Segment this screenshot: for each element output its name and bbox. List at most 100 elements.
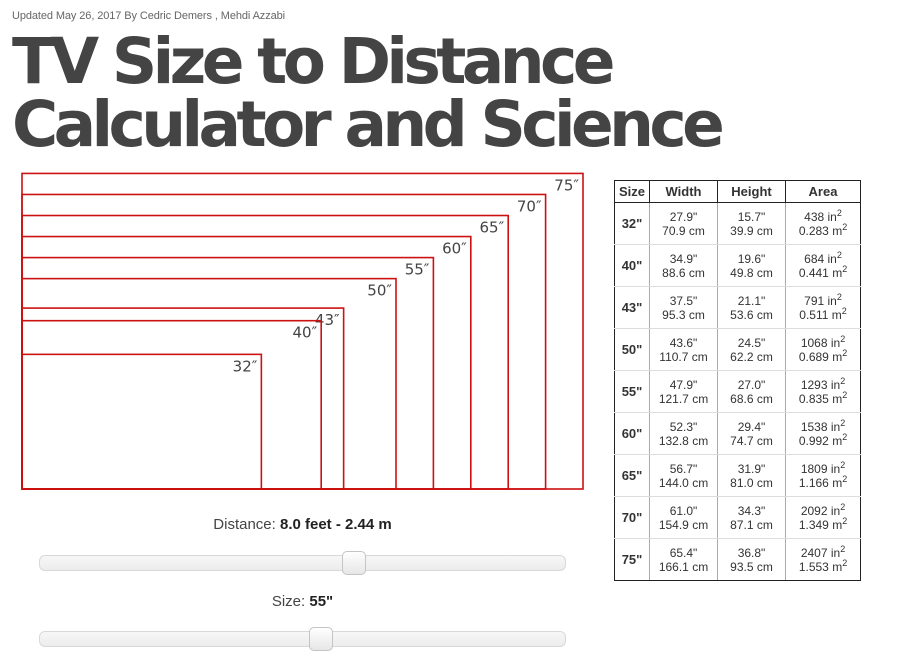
- row-height: 19.6" 49.8 cm: [717, 244, 787, 287]
- distance-slider[interactable]: [39, 551, 566, 575]
- row-height: 31.9" 81.0 cm: [717, 454, 787, 497]
- height-cm: 39.9 cm: [730, 223, 773, 238]
- row-height: 15.7" 39.9 cm: [717, 202, 787, 245]
- table-row: 43" 37.5" 95.3 cm 21.1" 53.6 cm 791 in2 0.511 …: [613, 286, 862, 329]
- row-area: 1068 in2 0.689 m2: [785, 328, 862, 371]
- row-height: 36.8" 93.5 cm: [717, 538, 787, 581]
- row-width: 34.9" 88.6 cm: [649, 244, 719, 287]
- size-slider-handle[interactable]: [309, 627, 334, 651]
- area-in: 1068 in: [800, 335, 841, 350]
- area-in: 1538 in: [800, 419, 841, 434]
- area-in: 1293 in: [800, 377, 841, 392]
- tv-size-label-65: 65″: [479, 219, 504, 237]
- row-width: 37.5" 95.3 cm: [649, 286, 719, 329]
- area-in: 1809 in: [800, 461, 841, 476]
- row-height: 24.5" 62.2 cm: [717, 328, 787, 371]
- height-in: 15.7": [737, 209, 766, 224]
- row-area: 2092 in2 1.349 m2: [785, 496, 862, 539]
- width-in: 65.4": [669, 545, 698, 560]
- tv-size-diagram: 75″70″65″60″55″50″43″40″32″: [21, 172, 584, 490]
- row-size: 60": [613, 412, 651, 455]
- area-m-exponent: 2: [842, 347, 848, 358]
- height-in: 24.5": [737, 335, 766, 350]
- row-width: 52.3" 132.8 cm: [649, 412, 719, 455]
- row-size: 65": [613, 454, 651, 497]
- width-in: 34.9": [669, 251, 698, 266]
- table-row: 60" 52.3" 132.8 cm 29.4" 74.7 cm 1538 in2 0.99…: [613, 412, 862, 455]
- row-size: 75": [613, 538, 651, 581]
- row-size: 43": [613, 286, 651, 329]
- row-area: 1809 in2 1.166 m2: [785, 454, 862, 497]
- tv-size-label-70: 70″: [517, 197, 542, 215]
- height-in: 34.3": [737, 503, 766, 518]
- area-in-exponent: 2: [836, 249, 842, 260]
- height-cm: 74.7 cm: [730, 433, 773, 448]
- row-height: 21.1" 53.6 cm: [717, 286, 787, 329]
- width-in: 47.9": [669, 377, 698, 392]
- row-width: 61.0" 154.9 cm: [649, 496, 719, 539]
- width-cm: 110.7 cm: [659, 349, 708, 364]
- area-m: 1.553 m: [798, 559, 843, 574]
- area-in: 684 in: [804, 251, 837, 266]
- tv-size-label-60: 60″: [442, 240, 467, 258]
- area-m: 0.835 m: [798, 391, 843, 406]
- area-m-exponent: 2: [841, 305, 847, 316]
- distance-value: 8.0 feet - 2.44 m: [279, 516, 392, 533]
- header-height: Height: [717, 180, 787, 203]
- row-height: 29.4" 74.7 cm: [717, 412, 787, 455]
- tv-size-label-40: 40″: [292, 324, 317, 342]
- distance-readout: Distance: 8.0 feet - 2.44 m: [40, 516, 565, 533]
- size-value: 55": [309, 593, 334, 610]
- width-cm: 95.3 cm: [662, 307, 705, 322]
- table-row: 55" 47.9" 121.7 cm 27.0" 68.6 cm 1293 in2 0.83…: [613, 370, 862, 413]
- row-area: 1538 in2 0.992 m2: [785, 412, 862, 455]
- height-in: 19.6": [737, 251, 766, 266]
- width-cm: 88.6 cm: [662, 265, 705, 280]
- height-in: 27.0": [737, 377, 766, 392]
- area-in-exponent: 2: [840, 417, 846, 428]
- height-cm: 93.5 cm: [730, 559, 773, 574]
- area-m-exponent: 2: [842, 221, 848, 232]
- table-row: 40" 34.9" 88.6 cm 19.6" 49.8 cm 684 in2 0.441 …: [613, 244, 862, 287]
- distance-slider-handle[interactable]: [341, 551, 366, 575]
- width-in: 56.7": [669, 461, 698, 476]
- width-in: 61.0": [669, 503, 698, 518]
- area-in: 2407 in: [800, 545, 841, 560]
- tv-size-label-50: 50″: [367, 282, 392, 300]
- area-m: 0.992 m: [798, 433, 843, 448]
- row-width: 27.9" 70.9 cm: [649, 202, 719, 245]
- area-m-exponent: 2: [842, 263, 848, 274]
- tv-size-label-75: 75″: [554, 176, 579, 194]
- table-row: 50" 43.6" 110.7 cm 24.5" 62.2 cm 1068 in2 0.68…: [613, 328, 862, 371]
- distance-prefix: Distance:: [213, 516, 280, 533]
- height-in: 29.4": [737, 419, 766, 434]
- row-size: 32": [613, 202, 651, 245]
- tv-outline-70: [21, 193, 547, 490]
- row-size: 55": [613, 370, 651, 413]
- area-m: 1.166 m: [798, 475, 843, 490]
- tv-outline-50: [21, 277, 397, 490]
- area-m: 0.441 m: [798, 265, 843, 280]
- area-in-exponent: 2: [840, 459, 846, 470]
- row-width: 47.9" 121.7 cm: [649, 370, 719, 413]
- height-cm: 62.2 cm: [730, 349, 773, 364]
- width-cm: 121.7 cm: [658, 391, 709, 406]
- article-meta: Updated May 26, 2017 By Cedric Demers , …: [12, 10, 285, 22]
- width-cm: 70.9 cm: [662, 223, 705, 238]
- width-in: 52.3": [669, 419, 698, 434]
- area-in-exponent: 2: [840, 501, 846, 512]
- size-table: Size Width Height Area 32" 27.9" 70.9 cm 15…: [613, 180, 862, 581]
- row-area: 684 in2 0.441 m2: [785, 244, 862, 287]
- row-height: 34.3" 87.1 cm: [717, 496, 787, 539]
- size-table-header: Size Width Height Area: [613, 180, 862, 203]
- tv-outline-65: [21, 214, 510, 490]
- row-area: 791 in2 0.511 m2: [785, 286, 862, 329]
- area-m-exponent: 2: [842, 473, 848, 484]
- area-m: 0.283 m: [798, 223, 843, 238]
- tv-size-label-32: 32″: [233, 357, 258, 375]
- width-cm: 132.8 cm: [658, 433, 709, 448]
- area-in: 791 in: [804, 293, 837, 308]
- area-in-exponent: 2: [840, 543, 846, 554]
- size-slider[interactable]: [39, 627, 566, 651]
- table-row: 75" 65.4" 166.1 cm 36.8" 93.5 cm 2407 in2 1.55…: [613, 538, 862, 581]
